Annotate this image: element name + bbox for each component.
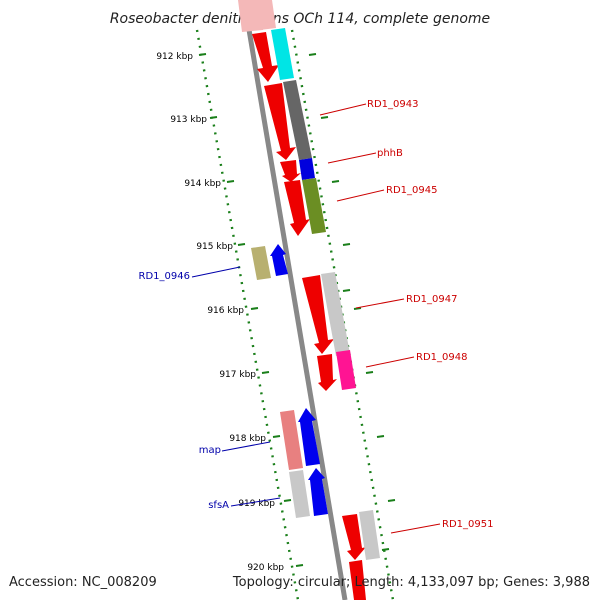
- gene-block-rd1_0947[interactable]: [321, 272, 350, 356]
- label-leader: [221, 441, 271, 452]
- scale-label-914: 914 kbp: [184, 179, 221, 189]
- accession-text: Accession: NC_008209: [9, 575, 157, 590]
- scale-label-915: 915 kbp: [196, 242, 233, 252]
- gene-block-rd1_0946[interactable]: [251, 246, 271, 280]
- label-rd1-0945[interactable]: RD1_0945: [386, 185, 437, 196]
- label-rd1-0948[interactable]: RD1_0948: [416, 352, 467, 363]
- reverse-strand-genes: [251, 244, 328, 518]
- gene-arrow[interactable]: [238, 0, 263, 32]
- gene-arrow-sfsa[interactable]: [308, 468, 328, 516]
- label-leader: [327, 152, 377, 164]
- genome-backbone: [241, 0, 348, 600]
- gene-block[interactable]: [271, 28, 294, 80]
- scale-tick: [308, 53, 317, 56]
- label-leader: [230, 497, 281, 507]
- gene-arrow-rd1_0946[interactable]: [270, 244, 288, 276]
- scale-tick: [342, 243, 351, 246]
- gene-block-rd1_0943[interactable]: [283, 80, 312, 160]
- scale-label-919: 919 kbp: [238, 499, 275, 509]
- gene-arrow-rd1_0947[interactable]: [302, 275, 334, 354]
- label-rd1-0946[interactable]: RD1_0946: [139, 271, 190, 282]
- scale-label-918: 918 kbp: [229, 434, 266, 444]
- gene-block[interactable]: [256, 0, 276, 30]
- label-phhb[interactable]: phhB: [377, 148, 403, 159]
- scale-tick: [272, 435, 281, 438]
- scale-tick: [342, 289, 351, 292]
- label-leader: [336, 189, 385, 202]
- label-rd1-0943[interactable]: RD1_0943: [367, 99, 418, 110]
- scale-tick: [198, 53, 207, 56]
- scale-tick: [237, 243, 246, 246]
- label-leader: [365, 356, 415, 368]
- label-leader: [390, 523, 441, 534]
- scale-tick: [295, 564, 304, 567]
- scale-tick: [365, 371, 374, 374]
- gene-arrow[interactable]: [349, 560, 366, 600]
- label-rd1-0951[interactable]: RD1_0951: [442, 519, 493, 530]
- gene-arrow-rd1_0943[interactable]: [264, 83, 296, 160]
- label-leader: [319, 103, 367, 116]
- gene-block-rd1_0948[interactable]: [336, 350, 356, 390]
- label-rd1-0947[interactable]: RD1_0947: [406, 294, 457, 305]
- scale-label-916: 916 kbp: [207, 306, 244, 316]
- label-leader: [355, 298, 405, 309]
- scale-tick: [320, 116, 329, 119]
- label-sfsa[interactable]: sfsA: [208, 500, 229, 511]
- scale-label-920: 920 kbp: [247, 563, 284, 573]
- scale-tick: [283, 499, 292, 502]
- scale-tick: [381, 548, 390, 551]
- scale-tick: [209, 116, 218, 119]
- gene-block-rd1_0945[interactable]: [302, 178, 326, 234]
- label-leader: [191, 266, 241, 278]
- outer-strand-genes: [256, 0, 380, 560]
- forward-strand-genes: [238, 0, 366, 600]
- gene-block-sfsa[interactable]: [289, 470, 310, 518]
- scale-tick: [353, 307, 362, 310]
- gene-block-phhb[interactable]: [299, 158, 315, 180]
- gene-arrow-map[interactable]: [298, 408, 320, 466]
- gene-arrow-rd1_0945[interactable]: [284, 180, 310, 236]
- scale-tick: [376, 435, 385, 438]
- gene-block-map[interactable]: [280, 410, 303, 470]
- scale-tick: [387, 499, 396, 502]
- scale-ticks: 912 kbp 913 kbp 914 kbp 915 kbp 916 kbp …: [156, 52, 396, 573]
- label-map[interactable]: map: [199, 445, 221, 456]
- gene-arrow-rd1_0948[interactable]: [317, 354, 337, 391]
- map-title: Roseobacter denitrificans OCh 114, compl…: [110, 11, 490, 27]
- scale-tick: [250, 307, 259, 310]
- scale-tick: [226, 180, 235, 183]
- gene-labels: RD1_0943 phhB RD1_0945 RD1_0946 RD1_0947…: [139, 99, 493, 534]
- scale-guide-left: [195, 29, 300, 600]
- scale-label-912: 912 kbp: [156, 52, 193, 62]
- topology-text: Topology: circular; Length: 4,133,097 bp…: [232, 575, 590, 590]
- scale-tick: [261, 371, 270, 374]
- gene-arrow-phhb[interactable]: [280, 160, 301, 182]
- scale-tick: [331, 180, 340, 183]
- scale-label-917: 917 kbp: [219, 370, 256, 380]
- gene-arrow-rd1_0951[interactable]: [342, 514, 366, 560]
- gene-arrow[interactable]: [252, 32, 279, 82]
- gene-block-rd1_0951[interactable]: [359, 510, 380, 560]
- scale-label-913: 913 kbp: [170, 115, 207, 125]
